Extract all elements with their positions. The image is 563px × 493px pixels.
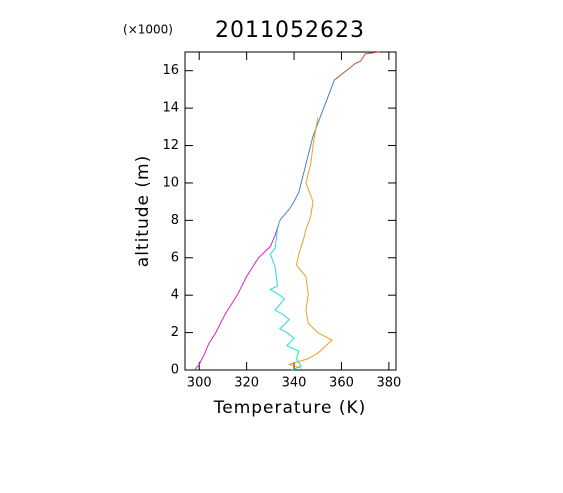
y-tick-label: 10 <box>162 175 179 190</box>
x-axis-title: Temperature (K) <box>213 398 367 418</box>
y-tick-label: 4 <box>171 288 179 303</box>
y-tick-label: 12 <box>162 138 179 153</box>
x-tick-label: 340 <box>282 376 307 391</box>
x-tick-label: 360 <box>329 376 354 391</box>
y-tick-label: 8 <box>171 213 179 228</box>
y-tick-label: 2 <box>171 325 179 340</box>
y-tick-label: 0 <box>171 363 179 378</box>
y-tick-label: 14 <box>162 101 179 116</box>
y-tick-label: 16 <box>162 63 179 78</box>
x-tick-label: 320 <box>234 376 259 391</box>
profile-line <box>194 220 281 371</box>
y-axis-title: altitude (m) <box>133 155 153 267</box>
profile-line <box>334 51 380 81</box>
profile-line <box>287 117 333 369</box>
plot-frame <box>184 51 397 371</box>
x-tick-label: 380 <box>376 376 401 391</box>
x-tick-label: 300 <box>187 376 212 391</box>
y-tick-label: 6 <box>171 250 179 265</box>
chart-title: 2011052623 <box>215 18 365 43</box>
y-multiplier: (×1000) <box>123 23 173 37</box>
profile-line <box>269 220 302 371</box>
profile-line <box>279 79 335 221</box>
